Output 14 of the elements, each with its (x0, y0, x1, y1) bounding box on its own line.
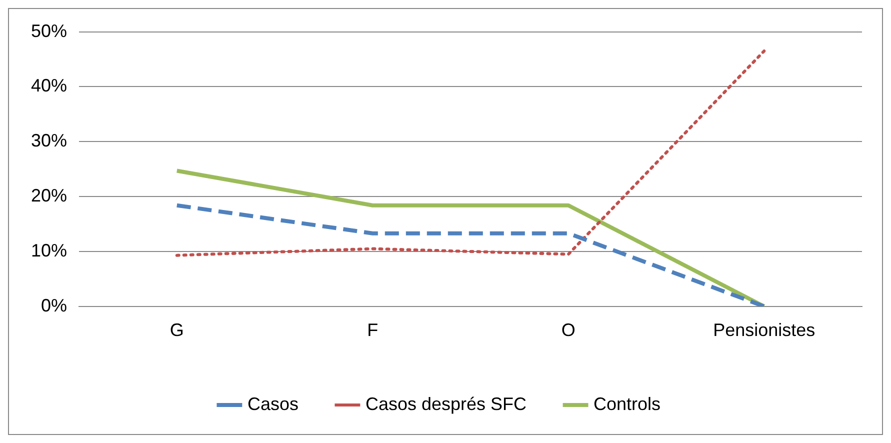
y-tick-label: 30% (30, 130, 68, 151)
y-tick-label: 50% (30, 20, 68, 41)
y-tick-label: 40% (30, 76, 68, 96)
line-series (175, 50, 766, 257)
y-tick-label: 20% (30, 186, 68, 206)
x-tick-label: F (367, 320, 378, 340)
x-tick-label: Pensionistes (713, 320, 816, 340)
y-tick-label: 0% (41, 295, 68, 316)
x-tick-label: G (170, 320, 184, 340)
legend-label: Casos després SFC (365, 394, 527, 414)
legend-label: Casos (247, 394, 298, 414)
x-tick-label: O (561, 320, 576, 340)
y-tick-label: 10% (30, 240, 68, 260)
legend-label: Controls (594, 394, 661, 414)
